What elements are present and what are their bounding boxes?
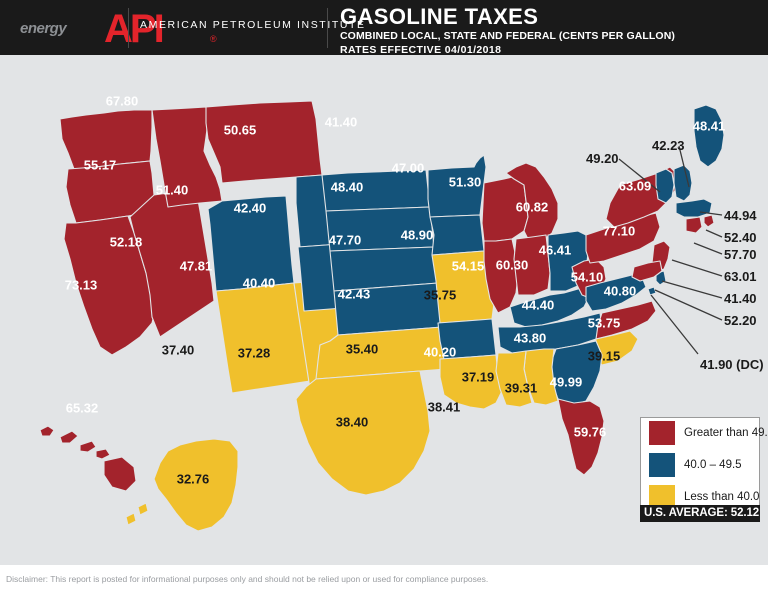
- logo-registered-mark: ®: [210, 34, 217, 44]
- state-wi: [481, 174, 529, 242]
- callout-value-nh: 42.23: [652, 138, 685, 153]
- state-la: [439, 354, 503, 410]
- state-ut: [207, 195, 295, 292]
- legend-swatch-blue: [649, 453, 675, 477]
- state-nh: [673, 164, 693, 202]
- callout-value-ri: 52.40: [724, 230, 757, 245]
- callout-value-nj: 63.01: [724, 269, 757, 284]
- state-hi: [95, 448, 111, 460]
- legend-row: 40.0 – 49.5: [649, 453, 742, 477]
- state-mi: [505, 162, 559, 244]
- state-ak: [153, 438, 239, 532]
- state-me: [693, 104, 725, 168]
- legend-row: Greater than 49.5: [649, 421, 768, 445]
- logo-api-text: API: [104, 7, 165, 51]
- state-tx: [295, 370, 431, 496]
- state-ri: [703, 214, 715, 228]
- state-mn: [427, 154, 487, 218]
- callout-value-md: 52.20: [724, 313, 757, 328]
- callout-value-dc: 41.90 (DC): [700, 357, 764, 372]
- state-nd: [321, 169, 431, 212]
- state-in: [513, 234, 551, 296]
- legend-label-yellow: Less than 40.0: [684, 491, 760, 503]
- legend-swatch-red: [649, 421, 675, 445]
- callout-value-vt: 49.20: [586, 151, 619, 166]
- state-mo: [431, 250, 495, 324]
- state-ms: [495, 350, 533, 408]
- state-ct: [685, 216, 703, 234]
- title-block: GASOLINE TAXES COMBINED LOCAL, STATE AND…: [340, 4, 675, 56]
- callout-value-ct: 57.70: [724, 247, 757, 262]
- state-dc: [647, 286, 657, 296]
- us-average-banner: U.S. AVERAGE: 52.12: [640, 505, 760, 522]
- legend-label-blue: 40.0 – 49.5: [684, 459, 742, 471]
- state-ma: [675, 198, 713, 218]
- api-logo: energy API ®: [14, 7, 254, 51]
- map-container: 67.80 55.17 51.40 50.65 73.13 52.18 47.81 42.40…: [0, 55, 768, 565]
- callout-value-ma: 44.94: [724, 208, 757, 223]
- state-hi: [103, 456, 137, 492]
- disclaimer-text: Disclaimer: This report is posted for in…: [6, 574, 489, 584]
- state-md: [631, 260, 663, 282]
- state-hi: [79, 440, 97, 453]
- state-nc: [595, 300, 657, 340]
- state-ga: [549, 340, 603, 406]
- organization-name: AMERICAN PETROLEUM INSTITUTE: [140, 19, 366, 31]
- callout-value-de: 41.40: [724, 291, 757, 306]
- state-hi: [39, 425, 55, 437]
- page-subtitle-units: COMBINED LOCAL, STATE AND FEDERAL (CENTS…: [340, 30, 675, 42]
- state-ar: [437, 318, 497, 360]
- legend-label-red: Greater than 49.5: [684, 427, 768, 439]
- state-wa: [59, 109, 153, 170]
- logo-energy-text: energy: [20, 20, 67, 37]
- state-ks: [333, 282, 443, 336]
- legend-box: Greater than 49.5 40.0 – 49.5 Less than …: [640, 417, 768, 513]
- state-mt: [205, 100, 323, 184]
- state-il: [483, 238, 519, 314]
- state-fl: [557, 398, 605, 476]
- state-sd: [325, 206, 435, 252]
- state-hi: [59, 430, 79, 444]
- state-ak: [125, 512, 137, 526]
- header-divider-right: [327, 8, 328, 48]
- state-ak: [137, 502, 149, 516]
- state-vt: [655, 168, 675, 204]
- us-average-label: U.S. AVERAGE: 52.12: [644, 507, 760, 519]
- state-ia: [429, 214, 485, 256]
- page-header: energy API ® AMERICAN PETROLEUM INSTITUT…: [0, 0, 768, 55]
- page-subtitle-effective-date: RATES EFFECTIVE 04/01/2018: [340, 44, 502, 55]
- header-divider-left: [128, 8, 129, 48]
- state-ca: [63, 215, 157, 356]
- state-va: [585, 274, 647, 312]
- page-title: GASOLINE TAXES: [340, 4, 539, 29]
- state-id: [151, 106, 223, 208]
- page-footer: Disclaimer: This report is posted for in…: [0, 565, 768, 593]
- us-states-choropleth: [39, 100, 725, 532]
